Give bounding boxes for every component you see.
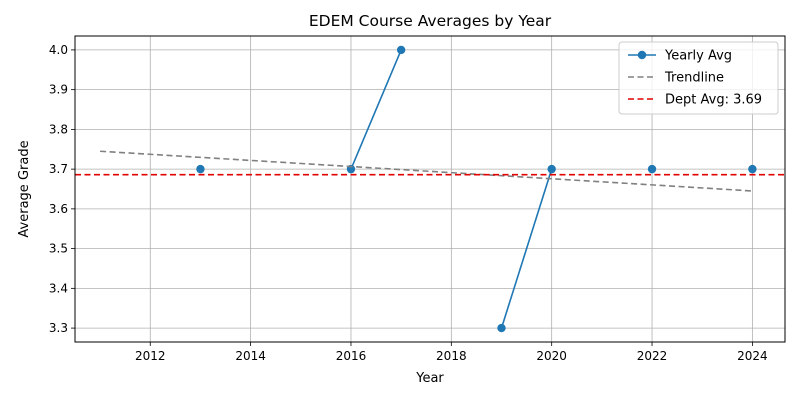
- yearly-avg-line: [500, 168, 553, 329]
- legend-label: Trendline: [664, 71, 724, 86]
- y-tick-label: 3.9: [49, 83, 68, 97]
- x-tick-label: 2012: [135, 349, 166, 363]
- legend-box: [618, 41, 779, 115]
- plot-frame: [74, 35, 786, 343]
- yearly-avg-line: [350, 49, 402, 170]
- x-tick-label: 2024: [737, 349, 768, 363]
- y-tick-label: 4.0: [49, 43, 68, 57]
- y-tick-label: 3.6: [49, 202, 68, 216]
- y-tick-label: 3.5: [49, 242, 68, 256]
- x-axis-title: Year: [415, 371, 444, 386]
- legend-label: Yearly Avg: [664, 49, 732, 64]
- yearly-avg-point: [396, 45, 406, 55]
- x-tick-label: 2014: [235, 349, 266, 363]
- axis-ticks: 2012 2014 2016 2018 2020 2022 2024 3.3 3.4 3.5 3.6…: [49, 43, 768, 363]
- plot-series: [75, 45, 785, 333]
- legend-swatch-marker: [637, 50, 647, 60]
- trendline: [100, 150, 753, 192]
- yearly-avg-point: [196, 164, 205, 174]
- legend-label: Dept Avg: 3.69: [665, 93, 762, 108]
- x-tick-label: 2016: [336, 349, 367, 363]
- yearly-avg-point: [547, 164, 556, 174]
- x-tick-label: 2020: [536, 349, 567, 363]
- y-tick-label: 3.3: [49, 321, 68, 335]
- yearly-avg-point: [647, 164, 657, 174]
- y-axis-title: Average Grade: [17, 140, 32, 237]
- y-tick-label: 3.8: [49, 122, 68, 136]
- y-tick-label: 3.7: [49, 162, 68, 176]
- yearly-avg-point: [497, 323, 506, 333]
- y-tick-label: 3.4: [49, 281, 68, 295]
- yearly-avg-point: [748, 164, 757, 174]
- x-tick-label: 2018: [436, 349, 467, 363]
- x-tick-label: 2022: [637, 349, 668, 363]
- legend: Yearly Avg Trendline Dept Avg: 3.69: [618, 41, 779, 115]
- chart-title: EDEM Course Averages by Year: [309, 12, 552, 30]
